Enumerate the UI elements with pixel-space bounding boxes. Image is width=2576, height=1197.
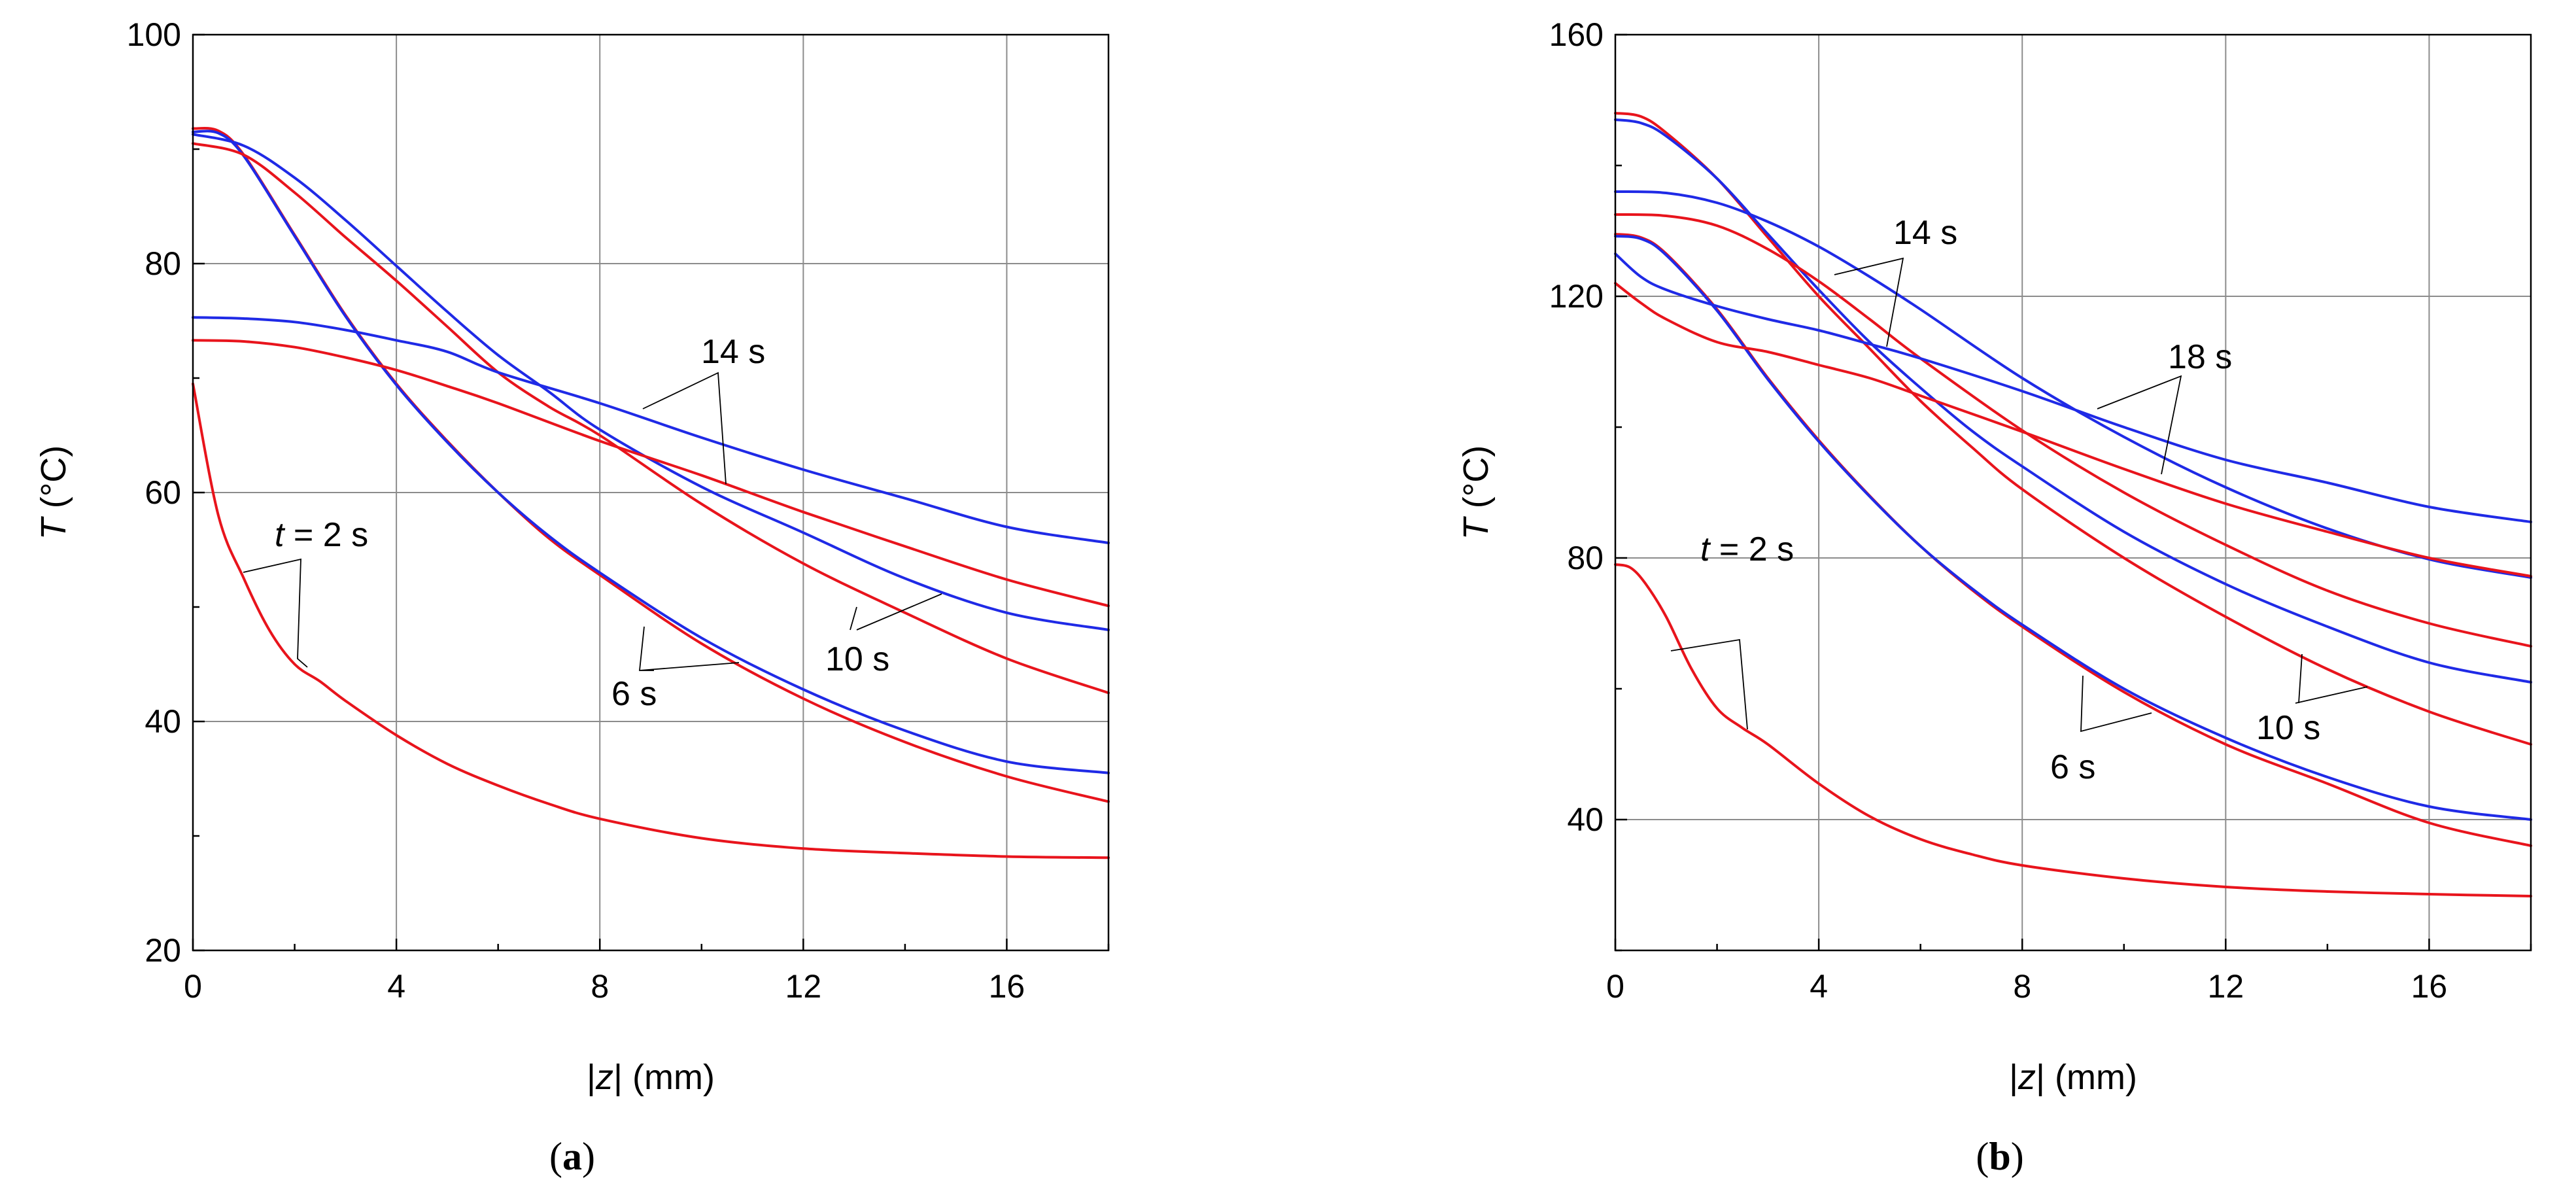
leader-a-10s	[850, 593, 942, 631]
panel-b-tick-labels: 0 4 8 12 16 40 80 120 160	[1549, 16, 2448, 1005]
x-tick-label: 12	[2208, 968, 2244, 1005]
annotation-b-t2s: t = 2 s	[1700, 530, 1794, 568]
y-tick-label: 160	[1549, 16, 1604, 53]
panel-b-plot-frame	[1614, 33, 2532, 952]
series-line-10-s-blue-	[1614, 118, 2532, 684]
series-line-14-s-blue-	[192, 316, 1110, 544]
x-tick-label: 12	[785, 968, 822, 1005]
leader-b-6s	[2080, 675, 2152, 733]
panel-b-ticks	[1614, 33, 2532, 952]
y-tick-label: 40	[145, 703, 181, 740]
leader-a-6s	[639, 626, 740, 671]
annotation-b-18s: 18 s	[2168, 338, 2232, 376]
panel-b-label: (b)	[1976, 1135, 2023, 1178]
x-tick-label: 8	[2013, 968, 2031, 1005]
panel-b-leaders	[1670, 257, 2368, 733]
y-tick-label: 80	[1567, 540, 1604, 576]
annotation-a-10s: 10 s	[825, 640, 889, 678]
series-line-6-s-blue-	[1614, 235, 2532, 821]
panel-b-y-axis-title: T (°C)	[1456, 445, 1496, 540]
panel-a-grid	[193, 35, 1108, 950]
series-line-10-s-red-	[192, 142, 1110, 695]
panel-a-chart: 0 4 8 12 16 20 40 60 80 100 t = 2 s 6 s 10 s 14 s…	[34, 16, 1110, 1178]
series-line-14-s-blue-	[1614, 190, 2532, 579]
x-tick-label: 4	[387, 968, 405, 1005]
panel-b-grid	[1615, 35, 2531, 950]
x-tick-label: 8	[591, 968, 609, 1005]
panel-a-y-axis-title: T (°C)	[34, 445, 73, 540]
leader-b-14s	[1834, 257, 1904, 347]
series-line-18-s-blue-	[1614, 252, 2532, 523]
y-tick-label: 60	[145, 474, 181, 511]
annotation-a-6s: 6 s	[611, 675, 657, 713]
x-tick-label: 16	[2411, 968, 2448, 1005]
panel-b-curves	[1614, 112, 2532, 897]
y-tick-label: 20	[145, 932, 181, 969]
annotation-b-14s: 14 s	[1893, 214, 1957, 252]
series-line-18-s-red-	[1614, 282, 2532, 578]
x-tick-label: 0	[184, 968, 202, 1005]
panel-a-curves	[192, 126, 1110, 859]
x-tick-label: 16	[989, 968, 1025, 1005]
leader-a-14s	[642, 372, 727, 485]
panel-a-x-axis-title: |z| (mm)	[587, 1058, 715, 1097]
panel-a-tick-labels: 0 4 8 12 16 20 40 60 80 100	[127, 16, 1025, 1005]
leader-b-2s	[1670, 638, 1748, 730]
series-line-14-s-red-	[192, 339, 1110, 608]
series-line-10-s-red-	[1614, 112, 2532, 746]
x-tick-label: 4	[1810, 968, 1828, 1005]
panel-a-ticks	[192, 33, 1110, 952]
y-tick-label: 100	[127, 16, 181, 53]
y-tick-label: 120	[1549, 278, 1604, 315]
leader-b-18s	[2097, 375, 2182, 475]
y-tick-label: 40	[1567, 801, 1604, 838]
panel-a-leaders	[243, 372, 942, 671]
x-tick-label: 0	[1606, 968, 1624, 1005]
panel-a-label: (a)	[549, 1135, 595, 1178]
panel-b-x-axis-title: |z| (mm)	[2009, 1058, 2137, 1097]
annotation-a-14s: 14 s	[701, 333, 765, 371]
series-line-t-2-s-red-	[1614, 563, 2532, 897]
annotation-b-10s: 10 s	[2256, 709, 2320, 747]
leader-a-2s	[243, 558, 308, 668]
annotation-b-6s: 6 s	[2050, 748, 2095, 786]
series-line-6-s-blue-	[192, 130, 1110, 774]
series-line-10-s-blue-	[192, 133, 1110, 631]
annotation-a-t2s: t = 2 s	[275, 516, 368, 554]
leader-b-10s	[2295, 653, 2368, 704]
series-line-t-2-s-red-	[192, 382, 1110, 859]
series-line-14-s-red-	[1614, 213, 2532, 648]
y-tick-label: 80	[145, 245, 181, 282]
